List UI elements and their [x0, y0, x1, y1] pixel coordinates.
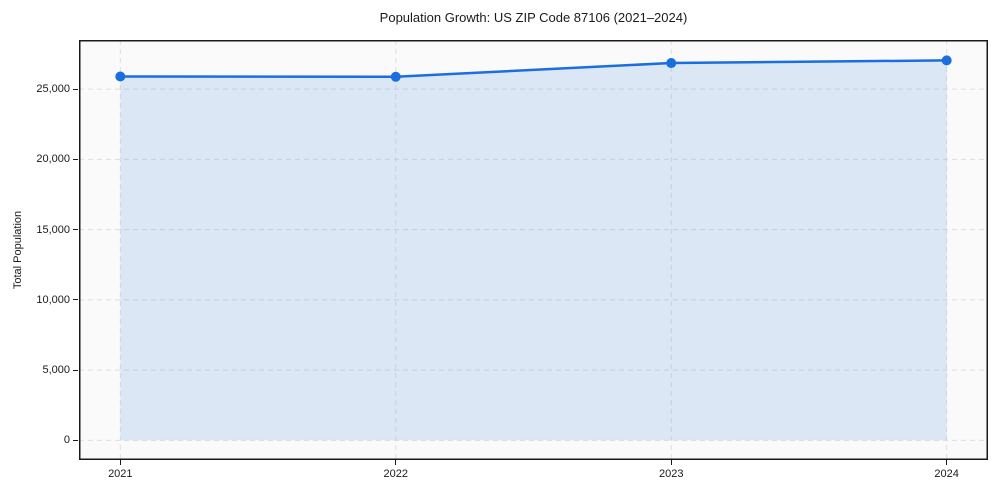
y-tick-label: 5,000 — [42, 364, 70, 377]
x-tick-mark — [670, 460, 672, 465]
y-tick-label: 0 — [63, 434, 70, 447]
x-tick-label: 2022 — [383, 468, 408, 480]
series-area-fill — [120, 60, 947, 441]
series-line — [119, 59, 948, 79]
data-point-marker — [390, 71, 401, 82]
chart-title: Population Growth: US ZIP Code 87106 (20… — [379, 10, 688, 25]
y-tick-mark — [73, 88, 78, 90]
plot-background — [79, 40, 988, 460]
line-chart-svg — [79, 40, 988, 460]
data-point-marker — [115, 71, 126, 82]
x-tick-label: 2021 — [108, 468, 133, 480]
x-tick-label: 2023 — [658, 468, 684, 480]
y-tick-mark — [73, 439, 78, 441]
y-tick-mark — [73, 369, 78, 371]
data-point-marker — [666, 58, 677, 69]
y-tick-label: 25,000 — [36, 83, 70, 96]
y-tick-label: 10,000 — [36, 293, 70, 306]
y-tick-mark — [73, 299, 78, 301]
y-tick-label: 15,000 — [36, 223, 70, 236]
axes-frame — [79, 40, 988, 460]
x-tick-mark — [946, 460, 948, 465]
x-tick-label: 2024 — [934, 468, 959, 480]
y-tick-label: 20,000 — [36, 153, 70, 166]
x-tick-mark — [119, 460, 121, 465]
x-tick-mark — [395, 460, 397, 465]
plot-area — [79, 40, 988, 460]
data-point-marker — [941, 55, 952, 66]
y-tick-mark — [73, 229, 78, 231]
y-tick-mark — [73, 158, 78, 160]
